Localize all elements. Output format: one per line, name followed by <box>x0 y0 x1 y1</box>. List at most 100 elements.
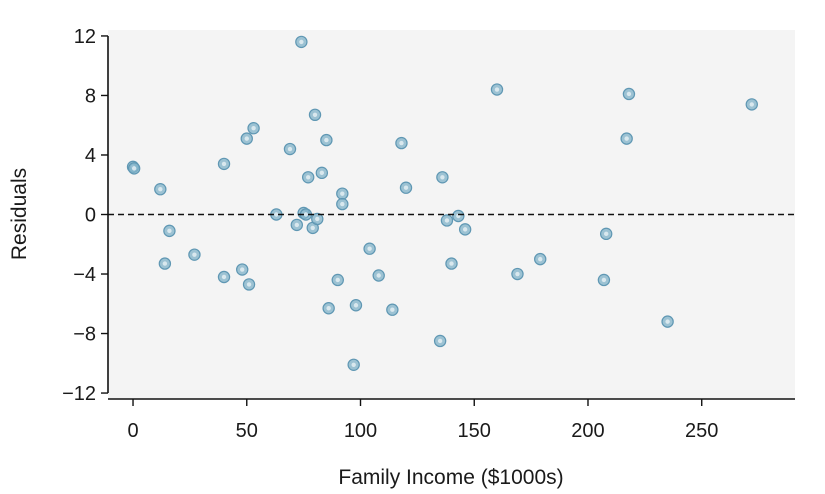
data-point-highlight <box>303 212 309 217</box>
data-point-highlight <box>251 126 256 131</box>
data-point-highlight <box>324 137 329 143</box>
data-point-highlight <box>340 201 345 207</box>
data-point <box>322 302 335 315</box>
data-point-highlight <box>437 338 443 344</box>
data-point <box>336 197 349 211</box>
data-point <box>295 35 308 49</box>
data-point <box>458 223 472 236</box>
data-point <box>158 257 172 270</box>
data-point <box>154 183 167 196</box>
data-point-highlight <box>440 175 445 180</box>
data-point-highlight <box>444 218 450 223</box>
data-point <box>347 358 360 371</box>
data-point-highlight <box>351 362 356 367</box>
data-point-highlight <box>462 227 468 232</box>
data-point-highlight <box>315 216 320 222</box>
data-point-highlight <box>515 271 520 277</box>
data-point-highlight <box>665 319 670 324</box>
data-point <box>336 187 349 200</box>
data-point-highlight <box>749 102 754 107</box>
data-point <box>217 270 231 284</box>
data-point-highlight <box>312 112 318 118</box>
data-point <box>217 157 231 171</box>
y-tick-label: 8 <box>85 85 96 107</box>
data-point <box>363 242 376 255</box>
data-point <box>308 108 322 122</box>
data-point <box>349 299 363 312</box>
y-tick-label: −4 <box>73 264 96 286</box>
data-point-highlight <box>403 185 409 190</box>
data-point <box>127 162 141 175</box>
data-point-highlight <box>305 175 311 180</box>
x-tick-label: 150 <box>458 420 491 442</box>
data-point <box>452 209 465 223</box>
data-point <box>240 132 253 145</box>
data-point <box>320 133 333 147</box>
data-point-highlight <box>221 274 227 280</box>
data-point-highlight <box>335 277 340 283</box>
data-point <box>745 98 758 111</box>
data-point <box>290 218 304 232</box>
y-tick-label: 0 <box>85 205 96 227</box>
data-point <box>622 87 636 101</box>
x-tick-label: 200 <box>571 420 604 442</box>
x-axis: 0 50 100 150 200 250 <box>108 398 795 442</box>
data-point-highlight <box>246 282 252 287</box>
x-tick-label: 50 <box>236 420 258 442</box>
data-point <box>315 166 329 180</box>
data-point-highlight <box>131 166 137 171</box>
data-point <box>436 171 449 184</box>
data-point-highlight <box>494 87 500 92</box>
data-point-highlight <box>310 225 315 231</box>
y-tick-label: 4 <box>85 145 96 167</box>
data-point <box>301 171 315 184</box>
data-point <box>311 212 324 226</box>
data-point-highlight <box>326 306 331 311</box>
data-point <box>511 267 524 281</box>
data-point <box>247 122 260 135</box>
data-points <box>126 35 758 371</box>
data-point <box>236 263 249 276</box>
data-point-highlight <box>367 246 372 251</box>
data-point <box>163 224 176 238</box>
data-point-highlight <box>626 91 632 97</box>
data-point <box>620 132 633 145</box>
data-point-highlight <box>376 273 381 278</box>
data-point <box>661 315 674 328</box>
data-point-highlight <box>158 187 163 192</box>
data-point-highlight <box>603 231 609 237</box>
data-point <box>395 136 408 150</box>
data-point <box>534 252 547 266</box>
data-point <box>372 269 385 282</box>
data-point-highlight <box>353 303 359 308</box>
data-point-highlight <box>287 146 293 152</box>
data-point-highlight <box>274 212 279 217</box>
data-point-highlight <box>299 39 304 45</box>
data-point <box>433 334 447 348</box>
data-point-highlight <box>221 161 227 167</box>
x-axis-title: Family Income ($1000s) <box>338 466 563 489</box>
data-point <box>306 221 319 235</box>
data-point-highlight <box>294 222 300 228</box>
data-point <box>386 303 399 316</box>
data-point-highlight <box>167 228 172 234</box>
x-tick-label: 100 <box>344 420 377 442</box>
data-point-highlight <box>192 252 197 257</box>
y-axis-title: Residuals <box>8 168 31 260</box>
data-point <box>490 83 504 96</box>
data-point-highlight <box>538 256 543 262</box>
data-point <box>440 214 454 227</box>
data-point-highlight <box>601 277 607 283</box>
data-point-highlight <box>240 267 245 272</box>
y-tick-label: −8 <box>73 324 96 346</box>
y-tick-label: 12 <box>74 26 96 48</box>
data-point-highlight <box>449 261 454 266</box>
data-point <box>242 278 256 291</box>
data-point-highlight <box>162 261 168 266</box>
data-point <box>283 142 297 156</box>
data-point <box>188 248 201 261</box>
x-tick-label: 0 <box>127 420 138 442</box>
data-point-highlight <box>340 191 345 196</box>
y-axis: −12 −8 −4 0 4 8 12 <box>62 26 109 405</box>
